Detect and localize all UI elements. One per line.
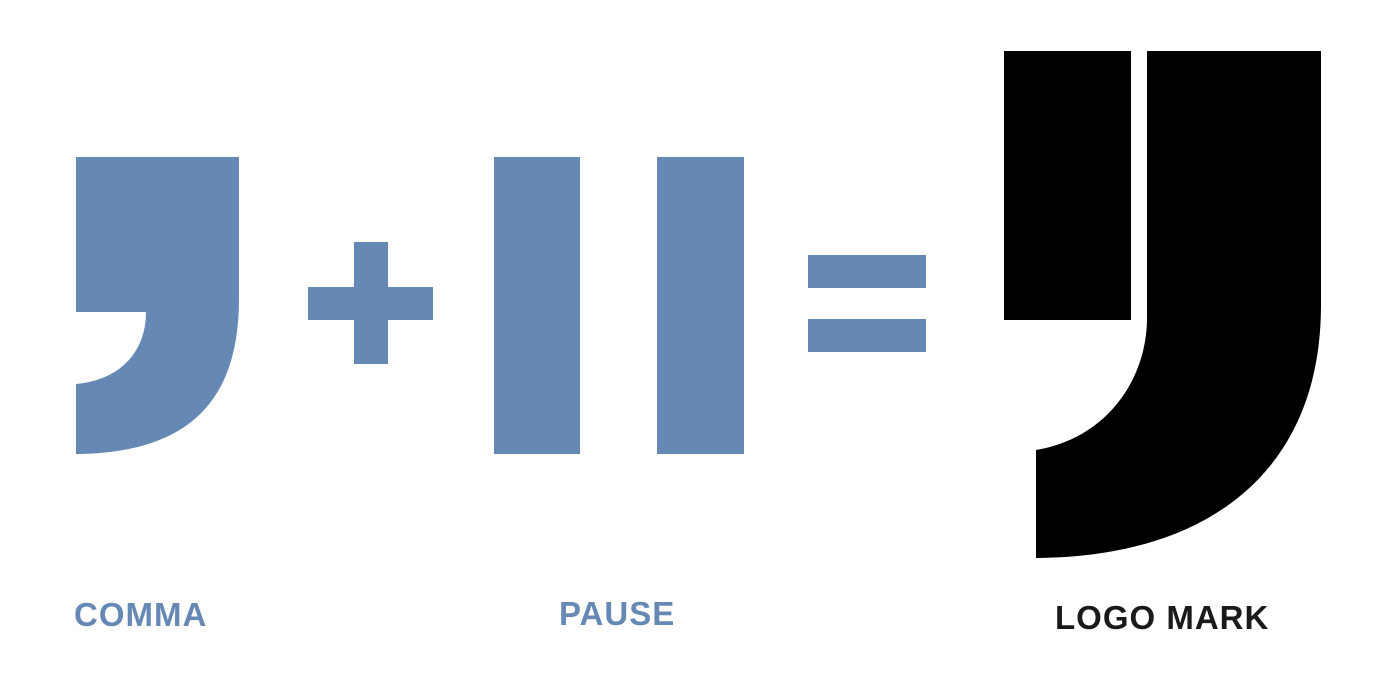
comma-shape-icon	[76, 157, 239, 454]
logo-mark-comma	[1036, 51, 1321, 558]
plus-icon	[308, 242, 433, 364]
equals-icon	[808, 255, 926, 352]
pause-bar-right	[657, 157, 744, 454]
pause-icon	[494, 157, 744, 454]
logo-mark-icon	[1004, 51, 1321, 558]
pause-bar-left	[494, 157, 580, 454]
logo-mark-bar	[1004, 51, 1131, 320]
pause-label: PAUSE	[559, 595, 676, 632]
logo-mark-label: LOGO MARK	[1055, 599, 1270, 636]
comma-label: COMMA	[74, 596, 208, 633]
